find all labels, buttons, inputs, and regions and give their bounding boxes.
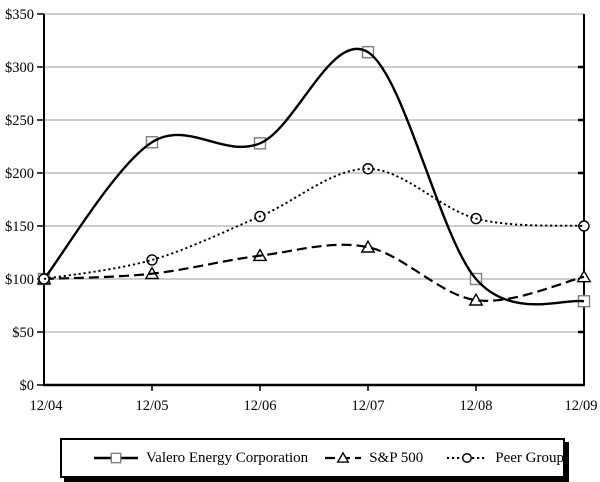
y-axis-label-150: $150 xyxy=(5,219,34,235)
y-axis-label-350: $350 xyxy=(5,7,34,23)
square-marker xyxy=(110,452,122,464)
legend-sample-sp500-line xyxy=(325,451,362,463)
legend-sample-valero-line xyxy=(94,452,138,464)
legend-entry-sp500: S&P 500 xyxy=(325,450,423,466)
valero-energy-corporation-line xyxy=(43,47,585,306)
s-p-500-line xyxy=(43,243,585,302)
performance-line-chart: $0 $50 $100 $150 $200 $250 $300 $350 12/04 12/05 1… xyxy=(5,7,598,414)
triangle-marker xyxy=(576,269,592,283)
legend-label-sp500: S&P 500 xyxy=(369,449,424,466)
legend-label-peer-group: Peer Group xyxy=(495,449,564,466)
peer-group-line xyxy=(43,167,585,280)
legend-sample-peer-group-line xyxy=(447,453,488,463)
y-axis-label-0: $0 xyxy=(20,378,35,394)
chart-legend: Valero Energy Corporation S&P 500 Peer G… xyxy=(60,438,565,478)
series-valero-energy-corporation xyxy=(37,45,591,308)
circle-marker xyxy=(146,254,158,266)
series-s-p-500 xyxy=(36,239,592,306)
x-axis-label-12-07: 12/07 xyxy=(351,398,384,414)
legend-entry-valero: Valero Energy Corporation xyxy=(94,450,308,466)
x-axis-label-12-06: 12/06 xyxy=(243,398,276,414)
legend-label-valero: Valero Energy Corporation xyxy=(146,449,309,466)
series-peer-group xyxy=(38,163,590,285)
y-axis-label-250: $250 xyxy=(5,113,34,129)
x-axis-label-12-09: 12/09 xyxy=(564,398,597,414)
legend-entry-peer-group: Peer Group xyxy=(447,450,564,466)
y-axis-label-50: $50 xyxy=(12,325,34,341)
x-axis-label-12-08: 12/08 xyxy=(459,398,492,414)
y-axis-label-100: $100 xyxy=(5,272,34,288)
circle-marker xyxy=(578,220,590,232)
triangle-marker xyxy=(336,451,350,463)
x-axis-label-12-04: 12/04 xyxy=(29,398,63,414)
y-axis-label-300: $300 xyxy=(5,60,34,76)
x-axis-label-12-05: 12/05 xyxy=(135,398,168,414)
y-axis-label-200: $200 xyxy=(5,166,34,182)
s-p-500-markers xyxy=(36,239,592,306)
circle-marker xyxy=(462,453,473,463)
